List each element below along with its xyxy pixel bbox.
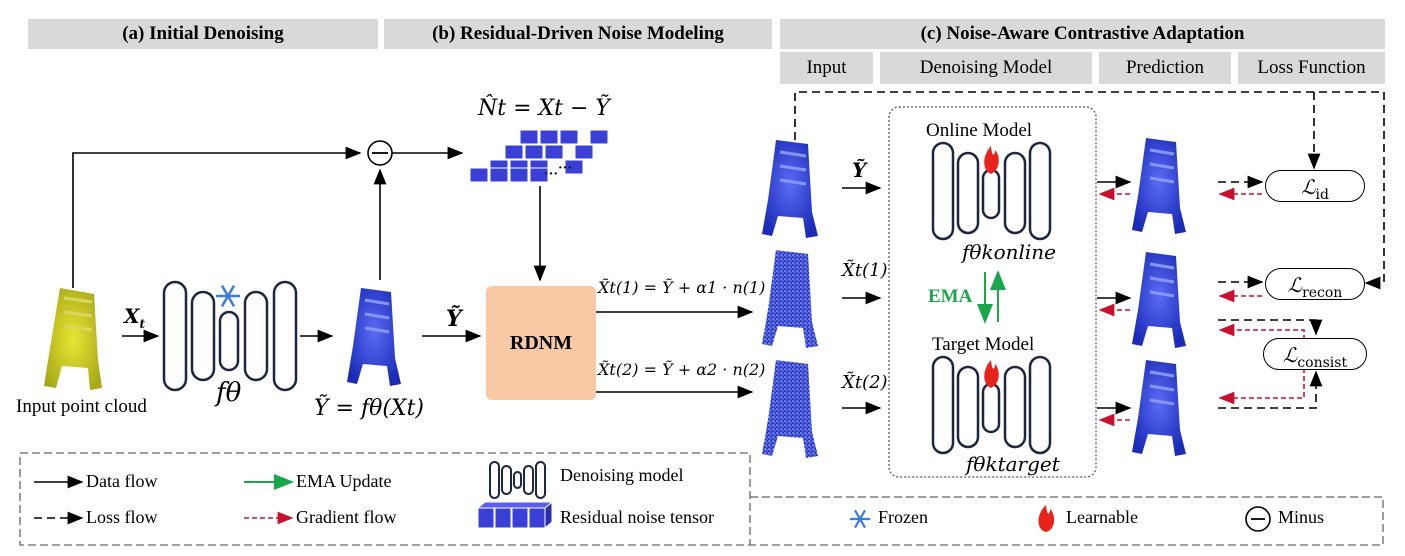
legend-data-flow: Data flow [86, 471, 158, 491]
input-point-cloud-chair [44, 288, 102, 390]
input-x1-label: X̃t(1) [842, 260, 888, 281]
ema-label: EMA [928, 286, 973, 307]
loss-recon-box: ℒrecon [1265, 268, 1365, 301]
legend-ema-update: EMA Update [296, 471, 392, 491]
noisy-sample-1-equation: X̃t(1) = Ỹ + α1 · n(1) [598, 278, 766, 297]
prediction-chair-2 [1132, 252, 1186, 348]
input-x2-label: X̃t(2) [842, 372, 888, 393]
legend-denoising-model-icon [489, 461, 546, 499]
svg-text:···: ··· [558, 161, 572, 176]
subheader-input: Input [780, 52, 873, 84]
subheader-denoising-model: Denoising Model [880, 52, 1092, 84]
noise-equation-label: N̂t = Xt − Ỹ [478, 96, 610, 121]
input-y-tilde-label: Ỹ [852, 158, 867, 182]
legend-denoising-model: Denoising model [560, 465, 684, 485]
y-tilde-label: Ỹ [446, 306, 462, 332]
f-theta-label: fθ [216, 378, 242, 408]
input-point-cloud-label: Input point cloud [16, 396, 147, 417]
y-equation-label: Ỹ = fθ(Xt) [314, 396, 424, 421]
prediction-chair-1 [1132, 138, 1186, 234]
legend-residual-noise-tensor: Residual noise tensor [560, 507, 714, 527]
rdnm-block: RDNM [486, 286, 596, 400]
noisy-sample-2-equation: X̃t(2) = Ỹ + α2 · n(2) [598, 360, 766, 379]
flame-icon [984, 146, 999, 174]
svg-text:···: ··· [544, 167, 558, 182]
subheader-loss-function: Loss Function [1238, 52, 1385, 84]
denoising-model-box [888, 106, 1097, 478]
legend-box-left [19, 452, 751, 546]
loss-id-box: ℒid [1265, 170, 1365, 203]
target-model-label: Target Model [932, 334, 1035, 355]
loss-consist-box: ℒconsist [1263, 338, 1367, 371]
legend-noise-tensor-icon [476, 500, 554, 530]
prediction-chair-3 [1132, 360, 1186, 456]
input-chair-noisy-2 [762, 360, 818, 458]
input-chair-clean [762, 140, 818, 238]
denoised-chair [347, 288, 401, 386]
f-target-label: fθktarget [966, 452, 1060, 476]
legend-loss-flow: Loss flow [86, 507, 158, 527]
x-t-label: Xt [124, 304, 146, 331]
legend-snowflake-icon [850, 509, 870, 529]
header-initial-denoising: (a) Initial Denoising [28, 19, 378, 49]
residual-noise-tensor [469, 129, 609, 183]
snowflake-icon [216, 284, 240, 308]
f-online-label: fθkonline [962, 240, 1056, 264]
input-chair-noisy-1 [762, 250, 818, 348]
online-model-label: Online Model [926, 120, 1033, 141]
frozen-denoising-model [162, 280, 298, 392]
header-contrastive-adaptation: (c) Noise-Aware Contrastive Adaptation [780, 19, 1385, 49]
flame-icon-target [984, 360, 999, 388]
legend-minus: Minus [1278, 507, 1325, 527]
target-denoising-model [931, 355, 1052, 455]
subheader-prediction: Prediction [1099, 52, 1231, 84]
legend-flame-icon [1038, 505, 1055, 532]
header-residual-noise-modeling: (b) Residual-Driven Noise Modeling [384, 19, 772, 49]
legend-learnable: Learnable [1066, 507, 1138, 527]
legend-frozen: Frozen [878, 507, 928, 527]
legend-gradient-flow: Gradient flow [296, 507, 397, 527]
